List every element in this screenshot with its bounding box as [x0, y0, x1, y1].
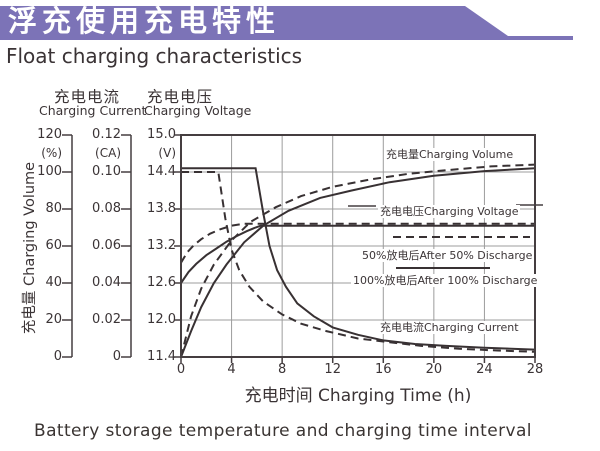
- after-100-discharge-legend-label: 100%放电后After 100% Discharge: [351, 274, 540, 287]
- voltage-tick-label-14.4: 14.4: [147, 164, 176, 179]
- volume-tick-label-120: 120: [37, 127, 62, 142]
- voltage-tick-label-11.4: 11.4: [147, 349, 176, 364]
- current-axis-header-en: Charging Current: [39, 103, 147, 118]
- current-tick-label-0.04: 0.04: [92, 275, 121, 290]
- charging-voltage-curve-label: 充电电压Charging Voltage: [378, 205, 521, 218]
- voltage-tick-label-15.0: 15.0: [147, 127, 176, 142]
- volume-tick-label-0: 0: [53, 349, 62, 364]
- voltage-tick-label-13.2: 13.2: [147, 238, 176, 253]
- curve-layer: [180, 163, 536, 358]
- current-tick-label-0.10: 0.10: [92, 164, 121, 179]
- current-tick-label-0.02: 0.02: [92, 312, 121, 327]
- volume-tick-label-40: 40: [45, 275, 62, 290]
- voltage-tick-label-12.6: 12.6: [147, 275, 176, 290]
- voltage-axis-header-en: Charging Voltage: [144, 103, 252, 118]
- volume-tick-label-60: 60: [45, 238, 62, 253]
- time-tick-label-12: 12: [324, 362, 341, 377]
- charging-volume-curve-label: 充电量Charging Volume: [384, 148, 516, 161]
- volume-unit-label: (%): [41, 146, 62, 160]
- bottom-section-caption: Battery storage temperature and charging…: [34, 421, 532, 441]
- time-tick-label-20: 20: [425, 362, 443, 377]
- grid-layer: [181, 135, 535, 357]
- curve-volume-solid: [180, 167, 536, 358]
- current-axis-header-cn: 充电电流: [54, 88, 121, 106]
- current-tick-label-0.12: 0.12: [92, 127, 121, 142]
- page-title-chinese: 浮充使用充电特性: [8, 4, 281, 38]
- time-tick-label-0: 0: [176, 362, 186, 377]
- time-tick-label-24: 24: [476, 362, 493, 377]
- annotation-layer: [348, 204, 543, 269]
- time-tick-label-8: 8: [278, 362, 287, 377]
- axis-layer: [62, 134, 536, 363]
- voltage-axis-header-cn: 充电电压: [147, 88, 214, 106]
- voltage-tick-label-12.0: 12.0: [147, 312, 176, 327]
- curve-voltage-solid: [180, 224, 535, 284]
- time-tick-label-4: 4: [227, 362, 236, 377]
- curve-current-dashed: [181, 171, 536, 353]
- current-tick-label-0: 0: [112, 349, 121, 364]
- voltage-tick-label-13.8: 13.8: [147, 201, 176, 216]
- time-axis-title: 充电时间 Charging Time (h): [244, 386, 472, 406]
- current-tick-label-0.08: 0.08: [92, 201, 121, 216]
- curve-voltage-dashed: [180, 222, 535, 264]
- charging-current-curve-label: 充电电流Charging Current: [378, 321, 521, 334]
- time-tick-label-28: 28: [526, 362, 544, 377]
- after-50-discharge-legend-label: 50%放电后After 50% Discharge: [360, 249, 535, 262]
- curve-volume-dashed: [180, 163, 536, 358]
- current-unit-label: (CA): [95, 146, 121, 160]
- current-tick-label-0.06: 0.06: [92, 238, 121, 253]
- voltage-unit-label: (V): [158, 146, 176, 160]
- volume-tick-label-100: 100: [37, 164, 62, 179]
- time-tick-label-16: 16: [375, 362, 392, 377]
- page-title-english: Float charging characteristics: [6, 44, 303, 68]
- volume-tick-label-20: 20: [45, 312, 62, 327]
- volume-tick-label-80: 80: [45, 201, 62, 216]
